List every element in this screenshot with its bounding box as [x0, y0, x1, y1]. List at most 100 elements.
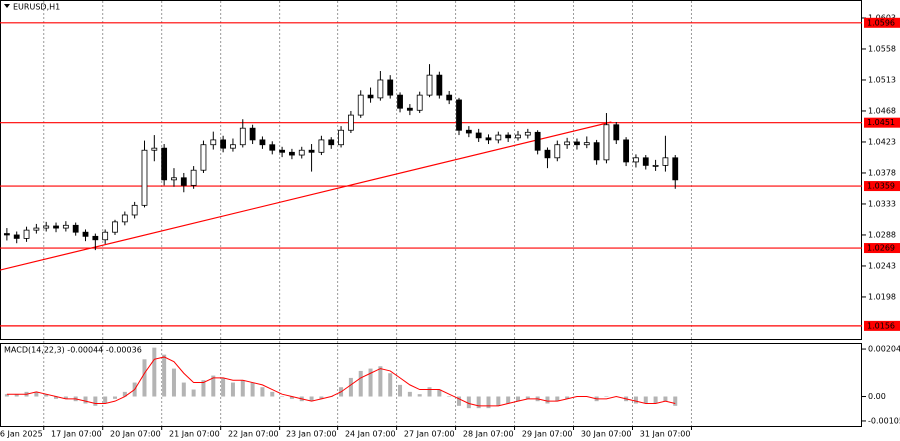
- candle-body: [259, 139, 266, 146]
- candle-body: [33, 227, 40, 231]
- histogram-bar: [378, 366, 383, 397]
- trendline: [0, 121, 612, 271]
- level-label-box: [864, 17, 900, 28]
- x-tick-label: 28 Jan 07:00: [463, 430, 514, 439]
- signal-line: [6, 356, 676, 407]
- candle-body: [13, 234, 20, 239]
- candle-body: [377, 79, 384, 99]
- histogram-bar: [240, 380, 245, 397]
- histogram-bar: [476, 396, 481, 409]
- plot-frame: [0, 0, 862, 340]
- candle-body: [230, 144, 236, 149]
- histogram-bar: [201, 380, 206, 397]
- candle-body: [613, 124, 620, 141]
- histogram-bar: [14, 394, 19, 397]
- candle-body: [583, 142, 590, 146]
- candle-body: [574, 141, 580, 146]
- histogram-bar: [555, 396, 560, 402]
- candle-body: [151, 147, 158, 151]
- level-label: 1.0359: [867, 182, 895, 191]
- histogram-bar: [348, 377, 353, 397]
- candle-body: [141, 149, 148, 206]
- x-tick-label: 17 Jan 07:00: [51, 430, 102, 439]
- level-label-box: [864, 320, 900, 331]
- candle-body: [102, 231, 109, 241]
- candle-body: [505, 134, 512, 139]
- candle-body: [465, 129, 472, 134]
- indicator-title: MACD(14,22,3) -0.00044 -0.00036: [4, 346, 142, 355]
- candle-body: [161, 147, 168, 181]
- histogram-bar: [663, 396, 668, 402]
- candle-body: [3, 233, 10, 236]
- histogram-bar: [427, 387, 432, 397]
- candle-body: [603, 124, 610, 161]
- y-tick-label: 1.0558: [868, 44, 896, 53]
- histogram-bar: [103, 396, 108, 404]
- candle-body: [171, 177, 177, 181]
- histogram-bar: [83, 396, 88, 404]
- histogram-bar: [496, 396, 501, 406]
- candle-body: [416, 94, 423, 111]
- y-tick-label: 0.00204: [868, 345, 900, 354]
- candle-body: [534, 131, 541, 151]
- candle-body: [397, 94, 403, 109]
- histogram-bar: [457, 396, 462, 406]
- candle-body: [544, 149, 551, 159]
- y-tick-label: 1.0288: [868, 230, 896, 239]
- candle-body: [446, 94, 453, 101]
- candle-body: [53, 225, 59, 229]
- candle-body: [318, 139, 325, 153]
- candle-body: [328, 139, 335, 146]
- candle-body: [406, 107, 413, 111]
- candle-body: [426, 74, 433, 96]
- x-tick-label: 23 Jan 07:00: [286, 430, 337, 439]
- histogram-bar: [211, 375, 216, 397]
- x-tick-label: 22 Jan 07:00: [228, 430, 279, 439]
- histogram-bar: [437, 389, 442, 397]
- candle-body: [662, 157, 669, 166]
- histogram-bar: [93, 396, 98, 406]
- candle-body: [72, 224, 79, 233]
- candle-body: [121, 214, 128, 223]
- candle-body: [623, 139, 630, 163]
- candle-body: [633, 157, 639, 163]
- y-tick-label: 1.0468: [868, 106, 896, 115]
- histogram-bar: [250, 382, 255, 397]
- menu-triangle: [4, 4, 10, 8]
- y-tick-label: 1.0243: [868, 261, 896, 270]
- candle-body: [220, 139, 227, 149]
- candle-body: [593, 142, 600, 161]
- histogram-bar: [653, 396, 658, 404]
- level-label: 1.0269: [867, 244, 895, 253]
- candle-body: [475, 132, 482, 139]
- histogram-bar: [466, 396, 471, 409]
- candle-body: [249, 127, 256, 141]
- level-label: 1.0596: [867, 18, 895, 27]
- histogram-bar: [358, 370, 363, 397]
- histogram-bar: [407, 391, 412, 397]
- candle-body: [524, 131, 531, 136]
- histogram-bar: [673, 396, 678, 406]
- candle-body: [239, 127, 246, 146]
- x-tick-label: 21 Jan 07:00: [169, 430, 220, 439]
- candle-body: [367, 94, 374, 99]
- candle-body: [338, 129, 344, 146]
- histogram-bar: [112, 396, 117, 399]
- candle-body: [652, 164, 659, 167]
- histogram-bar: [280, 396, 285, 398]
- level-label: 1.0451: [867, 118, 895, 127]
- y-tick-label: 1.0198: [868, 292, 896, 301]
- histogram-bar: [260, 387, 265, 397]
- histogram-bar: [54, 396, 59, 399]
- histogram-bar: [152, 347, 157, 397]
- x-tick-label: 27 Jan 07:00: [404, 430, 455, 439]
- level-label-box: [864, 117, 900, 128]
- candle-body: [642, 157, 649, 166]
- candle-body: [279, 149, 285, 153]
- candle-body: [289, 151, 295, 156]
- plot-frame: [0, 343, 862, 427]
- histogram-bar: [368, 368, 373, 397]
- candle-body: [436, 74, 443, 96]
